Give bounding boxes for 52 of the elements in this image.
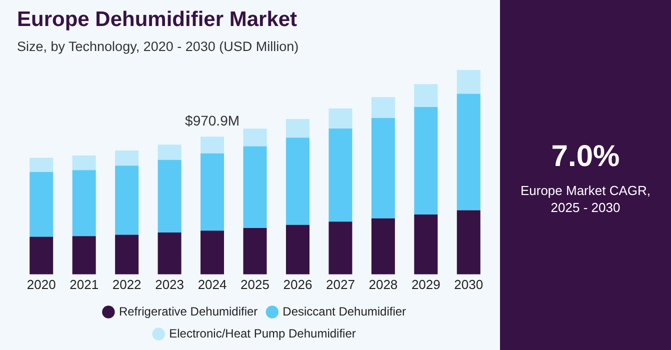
x-tick-label: 2022 xyxy=(112,276,142,292)
bar xyxy=(328,222,352,274)
bar xyxy=(200,153,224,231)
chart-subtitle: Size, by Technology, 2020 - 2030 (USD Million) xyxy=(17,39,299,54)
bar xyxy=(115,166,139,235)
legend-label: Desiccant Dehumidifier xyxy=(282,304,406,318)
x-tick-label: 2029 xyxy=(411,276,440,292)
legend-label: Electronic/Heat Pump Dehumidifier xyxy=(169,326,356,340)
bar xyxy=(456,94,480,210)
bar xyxy=(243,228,267,274)
x-tick-label: 2023 xyxy=(155,276,184,292)
legend-label: Refrigerative Dehumidifier xyxy=(118,304,258,318)
bar xyxy=(30,236,54,274)
x-tick-label: 2027 xyxy=(326,276,355,292)
bar xyxy=(72,155,96,170)
x-tick-label: 2020 xyxy=(26,276,56,292)
bar xyxy=(286,224,310,274)
bar xyxy=(328,108,352,128)
bar xyxy=(456,70,480,94)
x-tick-label: 2030 xyxy=(454,276,484,292)
bar xyxy=(115,234,139,274)
chart-title: Europe Dehumidifier Market xyxy=(17,8,298,32)
bar xyxy=(243,128,267,146)
bar xyxy=(371,118,395,218)
bar xyxy=(243,146,267,228)
bar xyxy=(30,172,54,237)
bar xyxy=(414,84,438,107)
text: Europe Market CAGR, 2025 - 2030 xyxy=(520,182,651,216)
bar xyxy=(158,232,182,274)
bar xyxy=(158,160,182,232)
bar xyxy=(328,128,352,222)
bar xyxy=(456,210,480,274)
x-tick-label: 2021 xyxy=(70,276,99,292)
bar xyxy=(414,106,438,215)
bar xyxy=(72,236,96,274)
x-tick-label: 2024 xyxy=(198,276,227,292)
bar xyxy=(286,119,310,138)
bar xyxy=(30,158,54,172)
annotation: $970.9M xyxy=(185,112,240,128)
bar xyxy=(72,170,96,236)
bar xyxy=(371,97,395,118)
bar xyxy=(414,214,438,274)
bar xyxy=(371,218,395,274)
x-tick-label: 2026 xyxy=(283,276,312,292)
bar xyxy=(200,230,224,274)
bar xyxy=(115,150,139,166)
bar xyxy=(286,138,310,225)
x-tick-label: 2028 xyxy=(368,276,398,292)
bar xyxy=(158,144,182,160)
text: 7.0% xyxy=(550,140,621,174)
x-tick-label: 2025 xyxy=(240,276,270,292)
bar xyxy=(200,136,224,154)
